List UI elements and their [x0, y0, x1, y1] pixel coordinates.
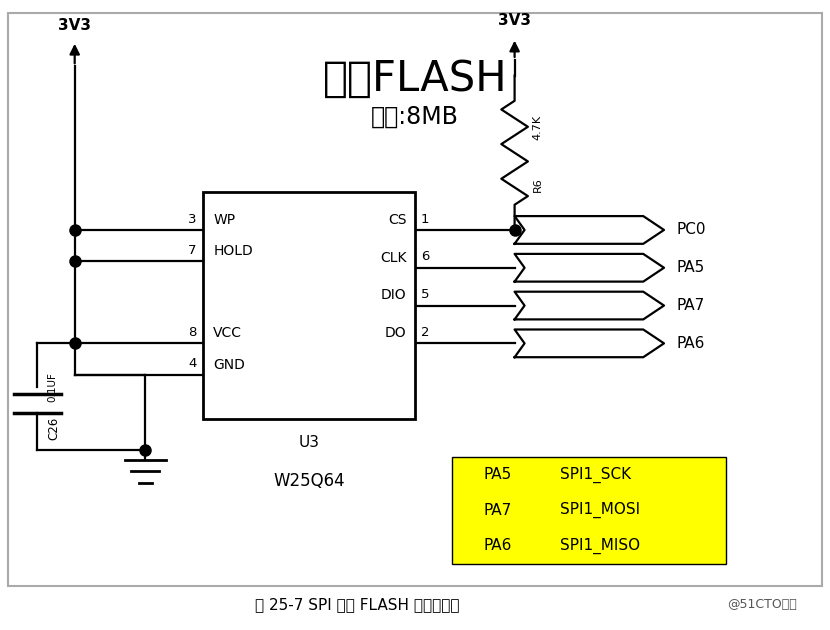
Bar — [203, 192, 415, 419]
Text: DO: DO — [385, 326, 407, 340]
Text: 3V3: 3V3 — [58, 18, 91, 33]
Text: SPI1_MISO: SPI1_MISO — [560, 538, 641, 554]
Text: CS: CS — [388, 213, 407, 227]
Text: 容量:8MB: 容量:8MB — [371, 105, 459, 129]
Text: SPI1_MOSI: SPI1_MOSI — [560, 502, 641, 518]
Text: GND: GND — [213, 358, 245, 372]
Text: 6: 6 — [421, 250, 429, 263]
Text: PC0: PC0 — [676, 222, 706, 238]
Text: PA7: PA7 — [484, 503, 512, 518]
Text: R6: R6 — [533, 177, 543, 192]
Text: 4: 4 — [188, 357, 197, 370]
Text: HOLD: HOLD — [213, 244, 253, 258]
Text: PA6: PA6 — [484, 539, 512, 554]
Text: U3: U3 — [299, 435, 320, 450]
Text: PA5: PA5 — [484, 467, 512, 482]
Text: 4.7K: 4.7K — [533, 115, 543, 140]
Text: 3V3: 3V3 — [498, 13, 531, 28]
Text: 8: 8 — [188, 326, 197, 339]
Text: PA6: PA6 — [676, 336, 705, 351]
Bar — [452, 457, 726, 564]
Text: @51CTO博客: @51CTO博客 — [727, 598, 797, 611]
Text: VCC: VCC — [213, 326, 242, 340]
Text: SPI1_SCK: SPI1_SCK — [560, 466, 632, 483]
Text: W25Q64: W25Q64 — [273, 472, 345, 491]
Text: 0.1UF: 0.1UF — [47, 372, 57, 403]
Text: WP: WP — [213, 213, 236, 227]
Text: 串行FLASH: 串行FLASH — [323, 58, 507, 100]
Text: 7: 7 — [188, 244, 197, 257]
Text: C26: C26 — [47, 417, 61, 440]
Text: DIO: DIO — [381, 289, 407, 302]
Text: CLK: CLK — [380, 251, 407, 265]
Text: PA7: PA7 — [676, 298, 705, 313]
Text: 3: 3 — [188, 212, 197, 226]
Text: 1: 1 — [421, 212, 429, 226]
Text: 2: 2 — [421, 326, 429, 339]
Text: 5: 5 — [421, 288, 429, 301]
Text: 图 25-7 SPI 串行 FLASH 硬件连接图: 图 25-7 SPI 串行 FLASH 硬件连接图 — [255, 597, 459, 612]
Text: PA5: PA5 — [676, 260, 705, 275]
